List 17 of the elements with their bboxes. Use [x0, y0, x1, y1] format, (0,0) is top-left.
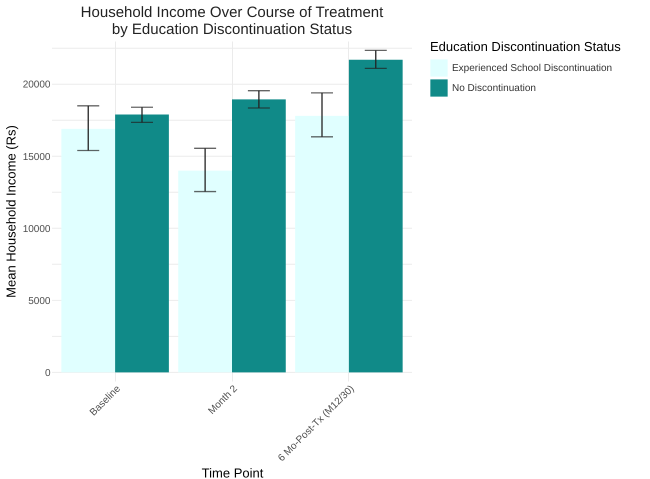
bar: [348, 60, 403, 372]
bar: [232, 99, 286, 372]
bar: [115, 114, 169, 372]
y-tick-label: 0: [44, 368, 51, 379]
y-tick-label: 5000: [28, 296, 51, 307]
y-tick-label: 15000: [22, 152, 51, 163]
y-tick-label: 10000: [22, 224, 51, 235]
y-axis-title: Mean Household Income (Rs): [4, 125, 19, 298]
chart-title: Household Income Over Course of Treatment by Education Discontinuation Status: [80, 4, 384, 38]
x-axis-title: Time Point: [202, 465, 264, 479]
legend-label: Experienced School Discontinuation: [452, 63, 612, 74]
y-tick-label: 20000: [22, 80, 51, 91]
legend-title: Education Discontinuation Status: [430, 39, 622, 54]
bar: [295, 116, 349, 372]
legend-label: No Discontinuation: [452, 83, 536, 94]
bar: [61, 128, 116, 372]
bar: [178, 170, 232, 372]
